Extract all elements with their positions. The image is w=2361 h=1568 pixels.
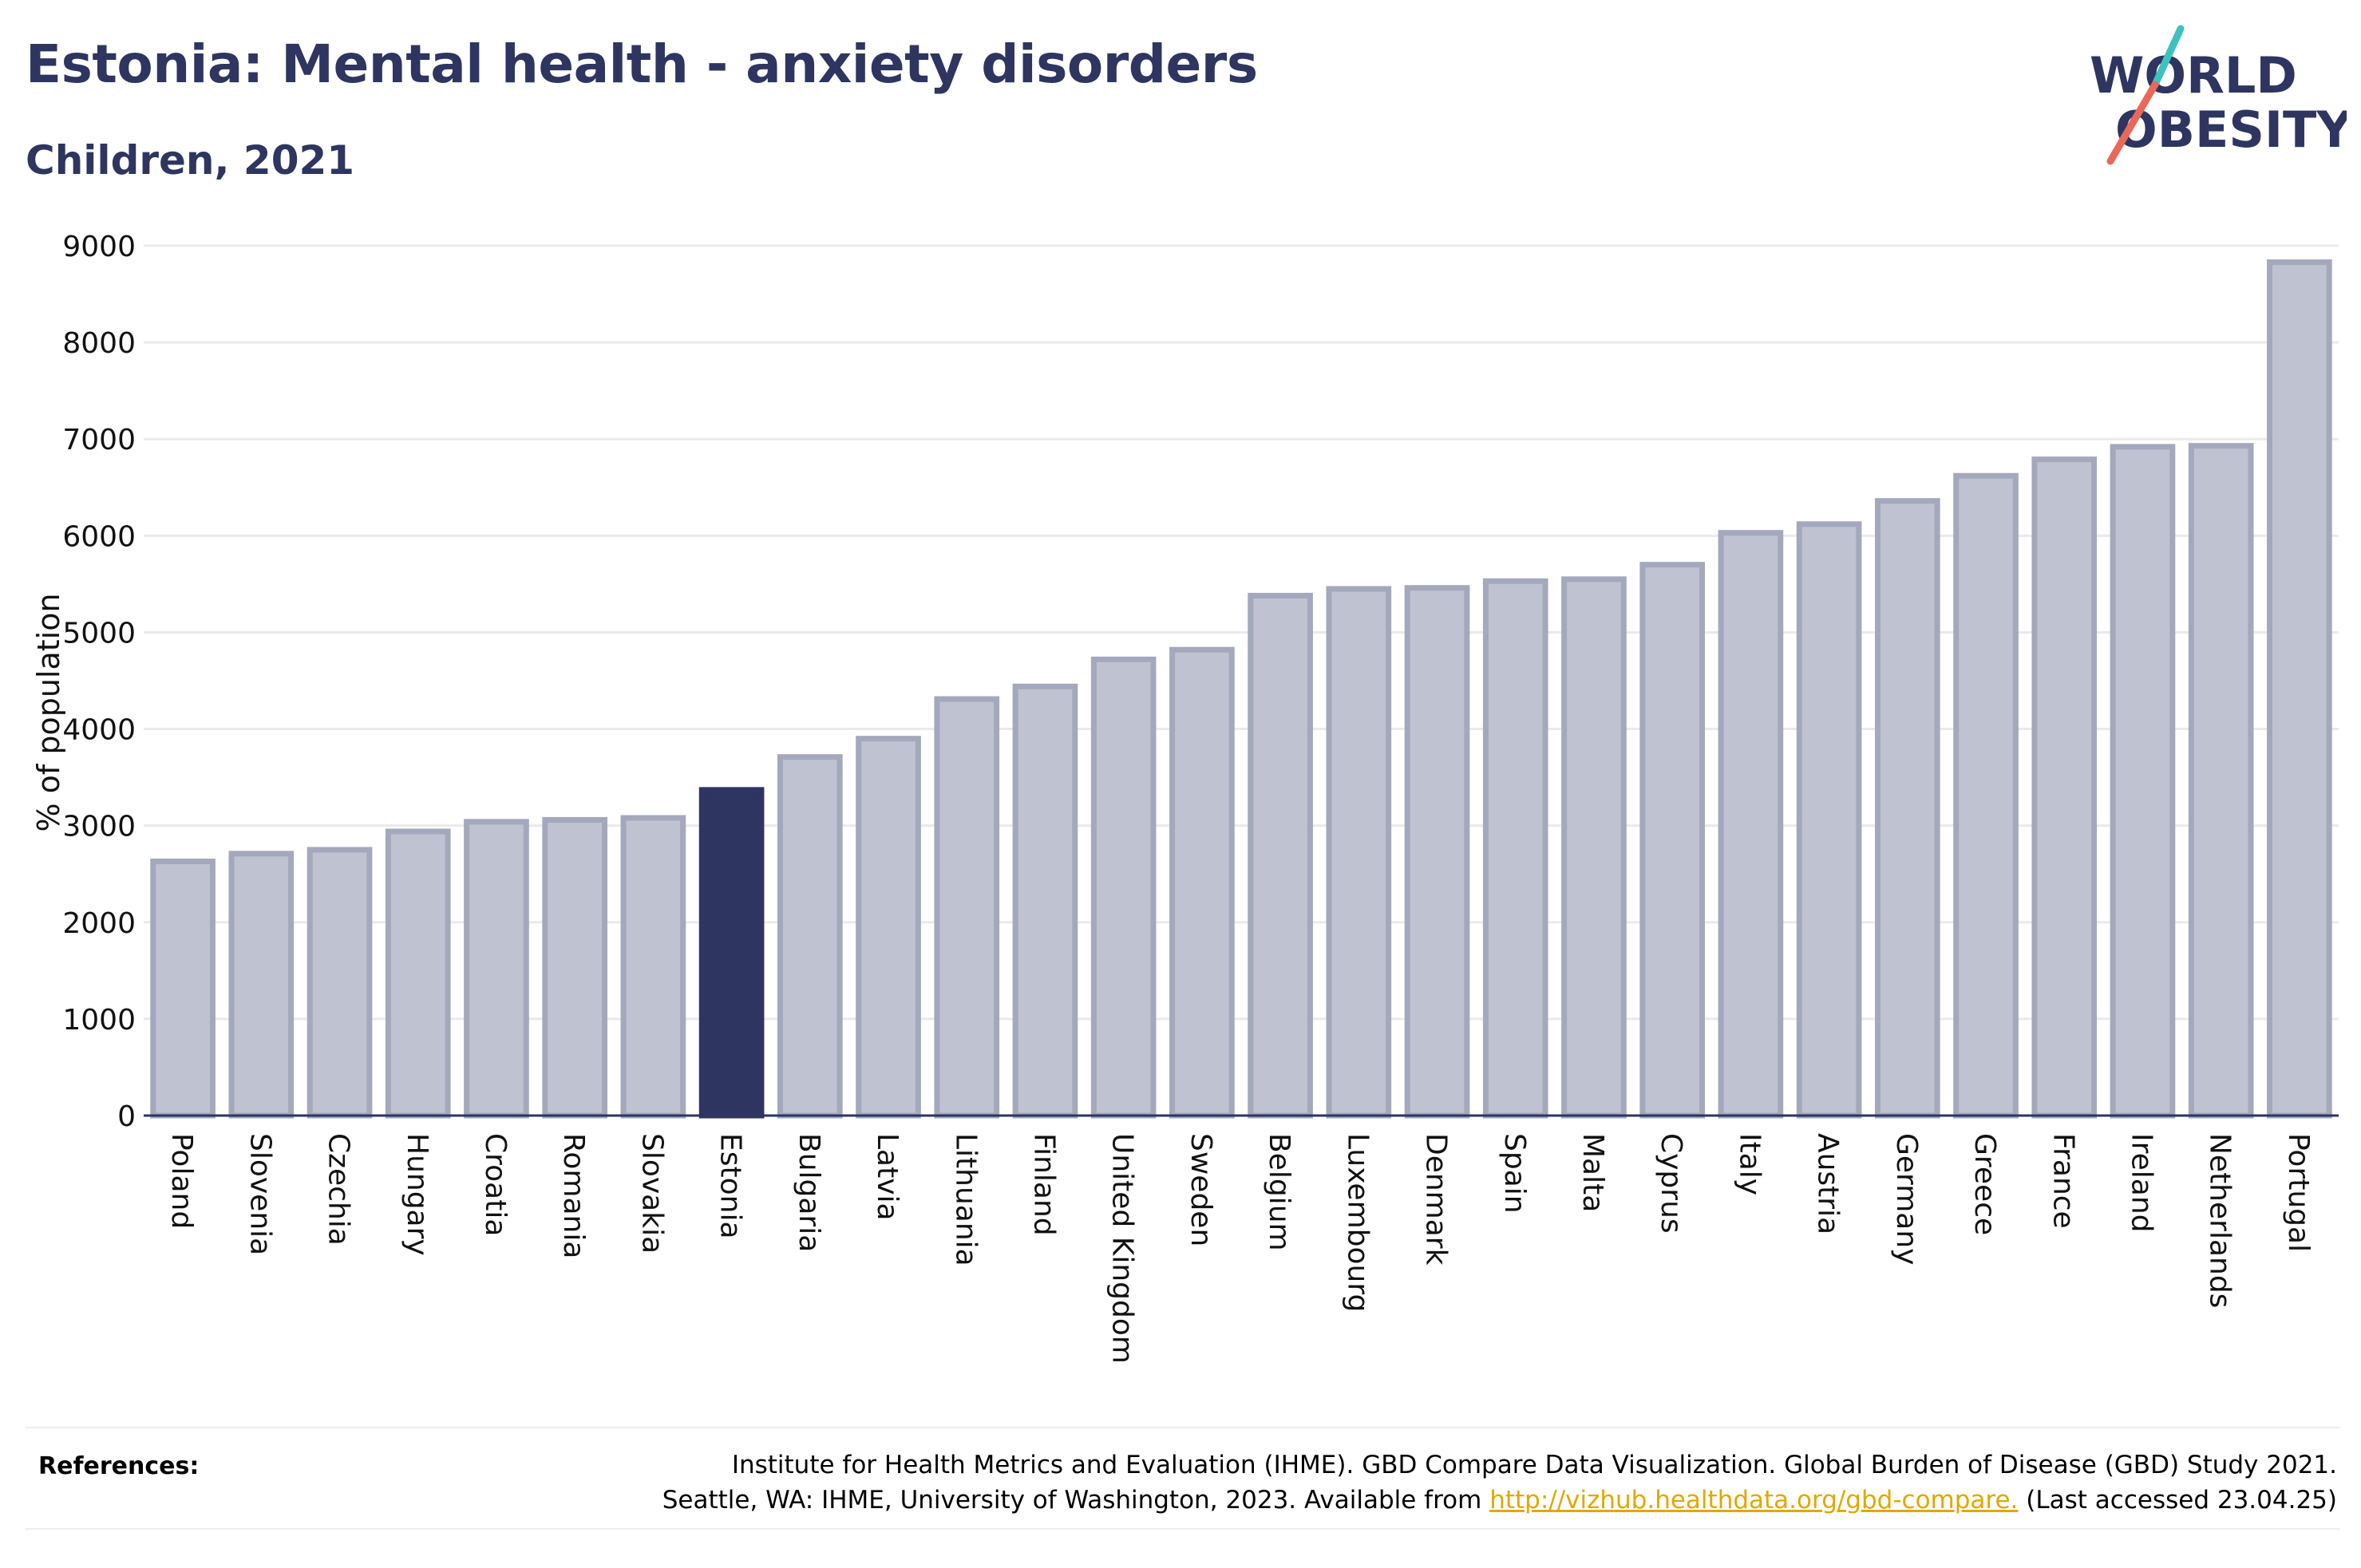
bar-malta <box>1561 576 1627 1119</box>
y-tick-label: 6000 <box>62 520 136 553</box>
references-line-1: Institute for Health Metrics and Evaluat… <box>731 1451 2337 1479</box>
x-tick-label: Slovenia <box>243 1133 276 1255</box>
bar-italy <box>1718 530 1784 1119</box>
logo-slash-red <box>2106 81 2159 165</box>
logo-slash-teal <box>2151 25 2185 89</box>
x-tick-label: Finland <box>1027 1133 1060 1236</box>
x-tick-label: Ireland <box>2125 1133 2157 1233</box>
bar-united-kingdom <box>1090 656 1157 1119</box>
references-line-2-start: Seattle, WA: IHME, University of Washing… <box>662 1486 1490 1515</box>
page-subtitle: Children, 2021 <box>26 137 355 184</box>
bar-austria <box>1796 521 1862 1119</box>
x-tick-label: Slovakia <box>635 1133 668 1254</box>
bar-france <box>2031 456 2098 1119</box>
references-line-2-end: (Last accessed 23.04.25) <box>2018 1486 2337 1515</box>
bar-estonia <box>698 787 765 1119</box>
bar-greece <box>1953 472 2019 1119</box>
x-tick-label: Estonia <box>714 1133 747 1239</box>
x-tick-label: Malta <box>1576 1133 1609 1212</box>
bar-slovenia <box>228 851 295 1119</box>
logo-line-1: WORLD <box>2090 46 2297 105</box>
y-tick-label: 0 <box>117 1100 136 1133</box>
bar-denmark <box>1404 585 1470 1119</box>
x-tick-label: Sweden <box>1184 1133 1217 1246</box>
logo-line-2: OBESITY <box>2115 101 2347 159</box>
y-tick-label: 7000 <box>62 424 136 456</box>
y-tick-label: 1000 <box>62 1004 136 1037</box>
bar-cyprus <box>1639 562 1706 1119</box>
y-tick-label: 2000 <box>62 907 136 940</box>
bar-germany <box>1875 498 1940 1119</box>
bar-bulgaria <box>777 754 843 1119</box>
x-tick-label: Portugal <box>2282 1133 2315 1252</box>
bar-chart: 0 1000 2000 3000 4000 5000 6000 7000 8000 9000 Po… <box>31 231 2339 1364</box>
x-tick-label: Luxembourg <box>1341 1133 1374 1312</box>
bar-poland <box>150 858 216 1119</box>
y-tick-label: 8000 <box>62 327 136 360</box>
bar-slovakia <box>620 815 686 1119</box>
x-tick-label: Lithuania <box>949 1133 982 1266</box>
x-axis-ticks: Poland Slovenia Czechia Hungary Croatia Roman… <box>165 1133 2315 1364</box>
bar-sweden <box>1169 646 1235 1119</box>
x-tick-label: France <box>2047 1133 2079 1229</box>
references-panel: References: Institute for Health Metrics… <box>26 1427 2340 1530</box>
bar-romania <box>542 816 607 1119</box>
bar-ireland <box>2110 444 2176 1119</box>
x-tick-label: Czechia <box>322 1133 355 1246</box>
x-tick-label: Latvia <box>871 1133 904 1221</box>
references-line-2: Seattle, WA: IHME, University of Washing… <box>662 1483 2337 1518</box>
x-tick-label: Netherlands <box>2204 1133 2236 1308</box>
bar-spain <box>1482 578 1548 1119</box>
y-axis-ticks: 0 1000 2000 3000 4000 5000 6000 7000 8000 9000 <box>62 231 136 1133</box>
bar-belgium <box>1248 592 1313 1119</box>
bar-luxembourg <box>1326 586 1392 1119</box>
references-label: References: <box>38 1452 200 1480</box>
x-tick-label: Italy <box>1733 1133 1766 1195</box>
x-tick-label: Romania <box>557 1133 590 1258</box>
x-tick-label: Spain <box>1498 1133 1531 1214</box>
world-obesity-logo: WORLD OBESITY <box>2090 25 2347 165</box>
page-title: Estonia: Mental health - anxiety disorde… <box>26 34 1258 95</box>
bar-czechia <box>306 847 373 1119</box>
x-tick-label: Germany <box>1890 1133 1923 1265</box>
y-axis-label: % of population <box>31 593 66 831</box>
bars <box>150 259 2332 1119</box>
y-tick-label: 3000 <box>62 811 136 843</box>
bar-latvia <box>856 736 921 1119</box>
x-tick-label: Austria <box>1812 1133 1845 1234</box>
references-text: Institute for Health Metrics and Evaluat… <box>662 1448 2337 1518</box>
x-tick-label: United Kingdom <box>1106 1133 1139 1364</box>
x-tick-label: Poland <box>165 1133 198 1229</box>
x-tick-label: Croatia <box>479 1133 512 1236</box>
y-tick-label: 9000 <box>62 231 136 263</box>
x-tick-label: Belgium <box>1263 1133 1295 1251</box>
x-tick-label: Cyprus <box>1655 1133 1687 1234</box>
x-tick-label: Bulgaria <box>793 1133 825 1252</box>
bar-netherlands <box>2188 443 2254 1119</box>
bar-finland <box>1012 683 1078 1119</box>
x-tick-label: Greece <box>1968 1133 2001 1235</box>
bar-hungary <box>385 828 451 1119</box>
y-tick-label: 5000 <box>62 617 136 650</box>
bar-portugal <box>2267 259 2332 1119</box>
references-link[interactable]: http://vizhub.healthdata.org/gbd-compare… <box>1489 1486 2019 1515</box>
y-tick-label: 4000 <box>62 714 136 747</box>
bar-lithuania <box>934 696 1000 1119</box>
x-tick-label: Hungary <box>401 1133 433 1256</box>
x-tick-label: Denmark <box>1420 1133 1453 1266</box>
bar-croatia <box>464 819 529 1119</box>
